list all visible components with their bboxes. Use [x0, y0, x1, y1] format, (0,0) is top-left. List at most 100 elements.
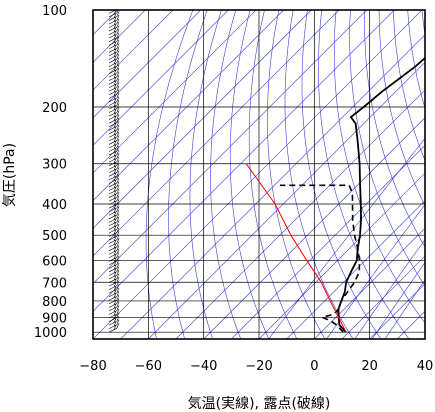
mixing-ratio-line — [268, 137, 425, 339]
wind-barb — [108, 68, 120, 78]
wind-barb-flag — [116, 181, 120, 187]
wind-barb — [108, 259, 120, 269]
wind-barb-shaft — [108, 69, 118, 74]
wind-barb-shaft — [108, 58, 118, 64]
wind-barb-flag — [117, 4, 119, 9]
wind-barb-flag — [116, 301, 120, 308]
wind-barb-flag — [116, 138, 120, 145]
wind-barb-flag — [113, 325, 117, 330]
wind-barb — [108, 106, 120, 117]
wind-barb-shaft — [108, 115, 118, 120]
wind-barb — [108, 252, 120, 262]
wind-barb-shaft — [108, 249, 118, 255]
wind-barb-shaft — [108, 221, 118, 227]
wind-barb-flag — [116, 323, 120, 329]
wind-barb — [108, 291, 120, 301]
wind-barb-flag — [116, 312, 120, 318]
wind-barb-flag — [113, 289, 117, 295]
wind-barb-flag — [113, 13, 117, 19]
wind-barb-flag — [116, 46, 120, 52]
wind-barb-flag — [116, 248, 120, 254]
wind-barb-flag — [113, 137, 117, 143]
wind-barb-shaft — [108, 200, 118, 205]
wind-barb — [108, 199, 120, 209]
wind-barb — [108, 160, 120, 170]
wind-barb-shaft — [108, 246, 118, 251]
wind-barb-shaft — [108, 193, 118, 198]
wind-barb-flag — [116, 114, 120, 120]
dry-adiabat-line — [364, 10, 425, 248]
wind-barb — [108, 284, 120, 294]
wind-barb — [108, 188, 120, 198]
wind-barb-flag — [116, 128, 120, 134]
wind-barb-flag — [116, 25, 120, 31]
wind-barb-flag — [113, 190, 117, 196]
wind-barb-flag — [116, 32, 120, 38]
y-tick-label: 200 — [42, 101, 67, 116]
wind-barb-flag — [113, 193, 117, 199]
wind-barb-shaft — [108, 264, 118, 269]
wind-barb-flag — [116, 14, 120, 21]
wind-barb — [108, 114, 120, 124]
wind-barb-shaft — [108, 33, 118, 39]
wind-barb-shaft — [108, 260, 118, 266]
wind-barb-flag — [113, 243, 117, 249]
x-tick-label: −40 — [190, 359, 217, 374]
wind-barb-shaft — [108, 12, 118, 18]
wind-barb — [108, 230, 120, 241]
wind-barb-flag — [116, 220, 120, 226]
wind-barb-flag — [116, 89, 120, 95]
wind-barb-flag — [113, 176, 117, 182]
wind-barb — [108, 234, 120, 244]
wind-barb-flag — [113, 201, 117, 206]
wind-barb — [108, 18, 120, 28]
wind-barb-shaft — [108, 267, 118, 273]
wind-barb-flag — [113, 250, 117, 256]
wind-barb — [108, 96, 120, 106]
wind-barb-flag — [113, 172, 117, 178]
wind-barb-flag — [116, 277, 120, 283]
wind-barb — [108, 223, 120, 234]
wind-barb-flag — [113, 279, 117, 284]
wind-barb-flag — [116, 149, 120, 155]
wind-barb-flag — [113, 98, 117, 104]
wind-barb-flag — [116, 145, 120, 152]
wind-barb — [108, 11, 120, 21]
wind-barb-shaft — [108, 72, 118, 78]
y-tick-label: 700 — [42, 276, 67, 291]
wind-barb-shaft — [108, 303, 118, 308]
dry-adiabat-line — [407, 10, 425, 109]
wind-barb — [108, 135, 120, 145]
wind-barb — [108, 305, 120, 315]
wind-barb — [108, 128, 120, 138]
wind-barb — [108, 301, 120, 312]
wind-barb-flag — [116, 110, 120, 116]
wind-barb-shaft — [108, 16, 118, 21]
wind-barb — [108, 170, 120, 181]
wind-barb — [108, 50, 120, 60]
wind-barb-shaft — [108, 122, 118, 127]
wind-barb-flag — [113, 27, 117, 33]
wind-barb-shaft — [108, 306, 118, 312]
wind-barb-flag — [113, 204, 117, 210]
dry-adiabat-line — [284, 10, 354, 339]
wind-barb-shaft — [108, 147, 118, 152]
wind-barb-flag — [116, 195, 120, 201]
wind-barb-flag — [113, 140, 117, 146]
wind-barb-shaft — [108, 104, 118, 110]
wind-barb-flag — [113, 20, 117, 26]
wind-barb-shaft — [108, 296, 118, 301]
wind-barb-flag — [113, 296, 117, 302]
x-tick-labels: −80 −60 −40 −20 0 20 40 — [79, 359, 433, 374]
wind-barb-flag — [116, 43, 120, 49]
wind-barb-shaft — [108, 211, 118, 216]
wind-barb-shaft — [108, 189, 118, 195]
wind-barb-shaft — [108, 225, 118, 230]
wind-barb — [108, 294, 120, 305]
wind-barb-flag — [116, 117, 120, 123]
wind-barb-flag — [113, 261, 117, 267]
wind-barb-flag — [113, 169, 117, 174]
wind-barb — [108, 287, 120, 298]
wind-barb-flag — [116, 213, 120, 219]
